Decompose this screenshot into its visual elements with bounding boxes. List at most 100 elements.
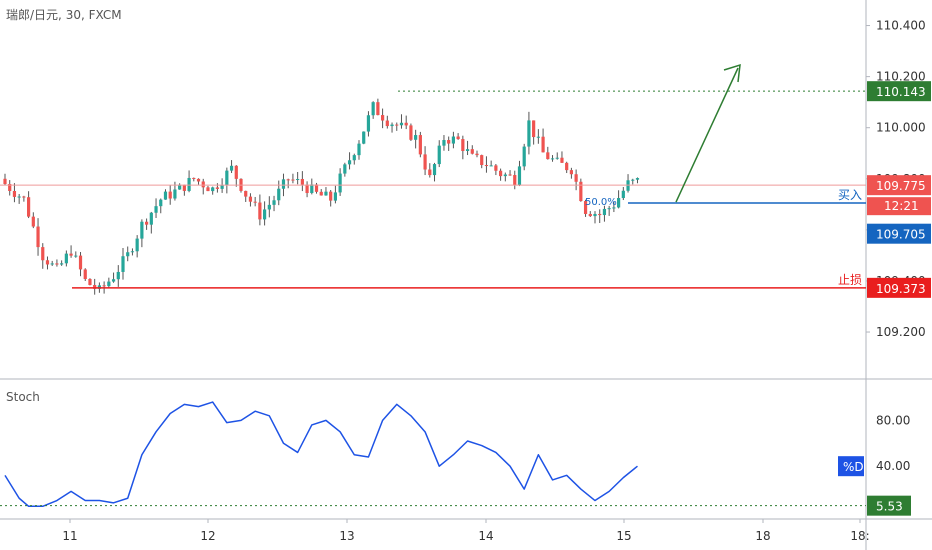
candle-down [258,202,262,220]
candle-down [395,124,399,126]
stoch-y-tick-label: 40.00 [876,459,910,473]
stochastic-pane: %D [0,401,866,508]
candle-up [74,255,78,257]
candle-up [347,160,352,165]
candle-down [22,196,26,198]
candle-up [121,256,125,272]
candle-down [461,139,465,152]
candle-up [211,187,215,192]
candle-up [220,185,224,189]
candle-up [362,131,366,144]
candle-up [602,208,607,216]
candle-up [617,198,621,208]
stop-price-badge-bg [867,277,931,298]
candle-up [263,209,267,220]
candle-up [333,192,337,201]
candle-down [418,135,422,155]
candle-down [532,120,536,138]
countdown-label: 12:21 [884,199,919,213]
stop-price-badge: 109.373 [876,282,926,296]
candle-up [352,155,356,161]
candle-down [8,184,12,191]
stop-label: 止损 [838,273,862,287]
stoch-series-badge-bg [838,456,864,477]
candle-up [631,179,635,181]
candle-down [3,178,7,185]
candle-up [60,263,64,265]
candle-down [319,191,323,196]
candle-up [366,115,371,132]
candle-up [465,149,470,152]
candle-down [78,255,83,270]
candle-up [277,188,281,201]
stoch-y-tick-label: 80.00 [876,413,910,427]
buy-price-badge: 109.705 [876,228,926,242]
candle-down [291,179,295,181]
candle-up [522,146,526,167]
candle-down [88,278,92,285]
candle-up [390,124,394,127]
candle-up [130,251,135,253]
candle-up [338,173,342,193]
candle-up [635,178,640,180]
candle-up [593,213,597,217]
candle-up [451,136,455,144]
candle-down [168,191,172,199]
x-tick-label: 12 [200,529,215,543]
candle-up [296,178,300,180]
candle-up [555,157,559,159]
target-price-badge-bg [867,81,931,102]
candle-up [437,145,441,165]
candle-up [173,189,177,199]
exchange: FXCM [88,8,122,22]
buy-price-badge-bg [867,223,931,244]
indicator-title: Stoch [6,390,40,404]
candle-up [126,252,130,257]
candle-down [41,247,45,261]
candle-down [480,155,484,166]
candle-down [69,253,73,256]
x-tick-label: 15 [616,529,631,543]
candle-up [371,102,375,116]
symbol-name: 瑞郎/日元 [6,8,59,22]
candle-up [357,143,361,156]
candle-up [107,281,111,287]
interval: 30 [65,8,81,22]
candle-up [178,184,182,190]
candlestick-series [3,98,640,295]
candle-down [314,184,319,192]
candle-down [192,177,196,179]
candle-down [404,122,408,126]
candle-up [414,135,418,140]
candle-up [343,164,347,174]
fib-label: 50.0% [585,197,617,208]
candle-down [45,260,50,265]
candle-down [329,191,333,201]
candle-down [470,149,474,154]
candle-up [154,206,158,213]
candle-up [116,271,120,280]
candle-up [432,164,437,176]
candle-up [536,136,540,138]
candle-up [621,190,625,199]
candle-down [484,165,489,167]
x-tick-label: 14 [478,529,493,543]
candle-down [456,136,460,140]
candle-down [381,115,385,121]
candle-up [229,165,234,171]
y-tick-label: 109.200 [876,325,926,339]
candle-down [55,263,59,265]
buy-label: 买入 [838,188,862,202]
last-price-badge: 109.775 [876,179,926,193]
candle-down [513,175,517,186]
candle-down [574,174,578,182]
candle-down [376,102,380,116]
candle-up [111,279,116,282]
candle-up [149,212,153,225]
candle-up [517,166,522,186]
candle-down [93,284,97,289]
candle-down [588,213,592,217]
candle-down [234,165,238,179]
